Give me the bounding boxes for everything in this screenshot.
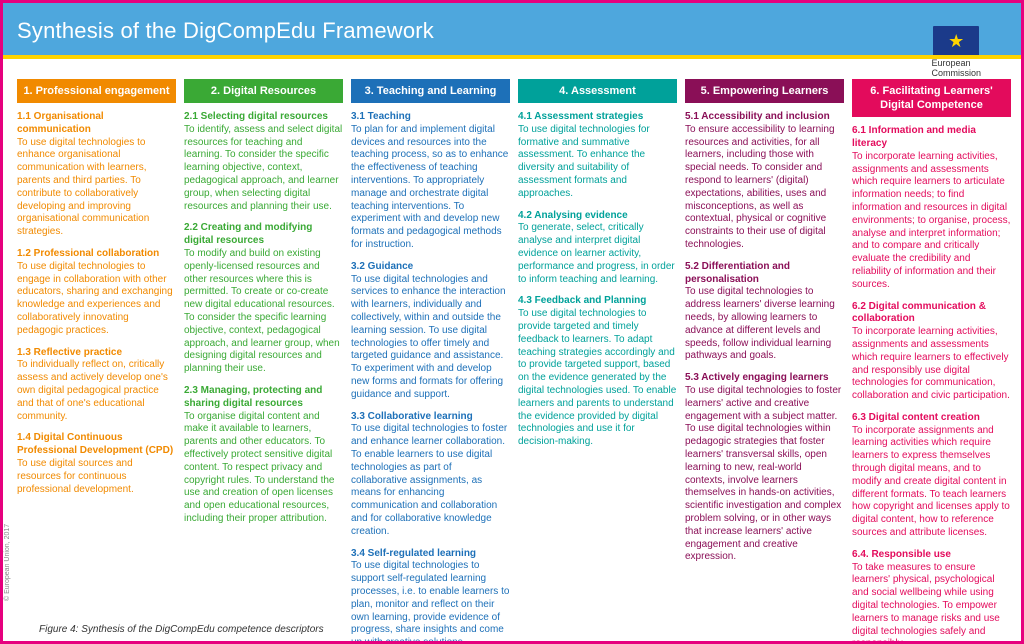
column-header: 1. Professional engagement [17,79,176,103]
competence-item: 3.2 GuidanceTo use digital technologies … [351,261,510,402]
competence-item: 1.1 Organisational communicationTo use d… [17,111,176,239]
figure-caption: Figure 4: Synthesis of the DigCompEdu co… [39,624,324,635]
competence-desc: To use digital technologies to provide t… [518,308,677,449]
competence-item: 4.1 Assessment strategiesTo use digital … [518,111,677,201]
competence-desc: To plan for and implement digital device… [351,124,510,252]
column-header: 4. Assessment [518,79,677,103]
competence-item: 5.3 Actively engaging learnersTo use dig… [685,372,844,564]
column-2: 2. Digital Resources 2.1 Selecting digita… [180,79,347,644]
competence-title: 4.3 Feedback and Planning [518,295,677,308]
competence-title: 4.2 Analysing evidence [518,210,677,223]
column-header: 2. Digital Resources [184,79,343,103]
competence-desc: To use digital technologies to foster le… [685,385,844,564]
column-4: 4. Assessment4.1 Assessment strategiesTo… [514,79,681,644]
competence-item: 4.3 Feedback and PlanningTo use digital … [518,295,677,449]
competence-desc: To incorporate learning activities, assi… [852,326,1011,403]
competence-title: 4.1 Assessment strategies [518,111,677,124]
competence-item: 6.4. Responsible useTo take measures to … [852,549,1011,644]
page-header: Synthesis of the DigCompEdu Framework ★ … [3,3,1021,59]
competence-desc: To identify, assess and select digital r… [184,124,343,214]
competence-title: 5.1 Accessibility and inclusion [685,111,844,124]
competence-title: 1.2 Professional collaboration [17,248,176,261]
competence-title: 1.3 Reflective practice [17,347,176,360]
header-stripe [3,55,1021,59]
eu-flag-icon: ★ [933,26,979,56]
competence-title: 5.2 Differentiation and personalisation [685,261,844,287]
competence-item: 1.3 Reflective practiceTo individually r… [17,347,176,424]
competence-item: 1.4 Digital Continuous Professional Deve… [17,432,176,496]
eu-logo: ★ European Commission [931,26,981,79]
competence-item: 5.2 Differentiation and personalisationT… [685,261,844,363]
competence-title: 3.2 Guidance [351,261,510,274]
competence-item: 6.1 Information and media literacyTo inc… [852,125,1011,291]
competence-desc: To use digital technologies to address l… [685,286,844,363]
competence-desc: To use digital technologies to support s… [351,560,510,644]
competence-item: 6.3 Digital content creationTo incorpora… [852,412,1011,540]
competence-title: 6.4. Responsible use [852,549,1011,562]
competence-title: 2.3 Managing, protecting and sharing dig… [184,385,343,411]
competence-item: 3.1 TeachingTo plan for and implement di… [351,111,510,252]
competence-desc: To use digital technologies to engage in… [17,261,176,338]
competence-desc: To generate, select, critically analyse … [518,222,677,286]
columns-container: 1. Professional engagement 1.1 Organisati… [3,59,1021,644]
column-header: 5. Empowering Learners [685,79,844,103]
competence-desc: To use digital sources and resources for… [17,458,176,496]
competence-desc: To incorporate assignments and learning … [852,425,1011,540]
competence-title: 6.2 Digital communication & collaboratio… [852,301,1011,327]
competence-item: 3.4 Self-regulated learningTo use digita… [351,548,510,644]
competence-desc: To use digital technologies for formativ… [518,124,677,201]
column-3: 3. Teaching and Learning 3.1 TeachingTo p… [347,79,514,644]
column-header: 3. Teaching and Learning [351,79,510,103]
competence-title: 6.3 Digital content creation [852,412,1011,425]
competence-item: 3.3 Collaborative learningTo use digital… [351,411,510,539]
side-credit: © European Union, 2017 [4,524,11,601]
competence-item: 2.2 Creating and modifying digital resou… [184,222,343,376]
competence-desc: To take measures to ensure learners' phy… [852,562,1011,644]
column-6: 6. Facilitating Learners' Digital Compet… [848,79,1015,644]
eu-stars-icon: ★ [948,32,964,50]
competence-item: 2.3 Managing, protecting and sharing dig… [184,385,343,526]
competence-title: 1.4 Digital Continuous Professional Deve… [17,432,176,458]
competence-desc: To incorporate learning activities, assi… [852,151,1011,292]
competence-title: 3.1 Teaching [351,111,510,124]
competence-desc: To use digital technologies and services… [351,274,510,402]
page-title: Synthesis of the DigCompEdu Framework [17,18,434,44]
competence-desc: To individually reflect on, critically a… [17,359,176,423]
competence-desc: To organise digital content and make it … [184,411,343,526]
competence-item: 2.1 Selecting digital resourcesTo identi… [184,111,343,213]
column-5: 5. Empowering Learners 5.1 Accessibility … [681,79,848,644]
column-header: 6. Facilitating Learners' Digital Compet… [852,79,1011,117]
eu-logo-line1: European [931,58,970,68]
eu-logo-text: European Commission [931,59,981,79]
competence-desc: To use digital technologies to enhance o… [17,137,176,239]
competence-item: 1.2 Professional collaborationTo use dig… [17,248,176,338]
competence-item: 6.2 Digital communication & collaboratio… [852,301,1011,403]
eu-logo-line2: Commission [931,68,981,78]
page-root: Synthesis of the DigCompEdu Framework ★ … [0,0,1024,644]
competence-item: 5.1 Accessibility and inclusionTo ensure… [685,111,844,252]
competence-title: 2.1 Selecting digital resources [184,111,343,124]
competence-title: 1.1 Organisational communication [17,111,176,137]
competence-title: 3.4 Self-regulated learning [351,548,510,561]
competence-item: 4.2 Analysing evidenceTo generate, selec… [518,210,677,287]
competence-desc: To modify and build on existing openly-l… [184,248,343,376]
competence-desc: To use digital technologies to foster an… [351,423,510,538]
competence-title: 5.3 Actively engaging learners [685,372,844,385]
competence-title: 6.1 Information and media literacy [852,125,1011,151]
competence-desc: To ensure accessibility to learning reso… [685,124,844,252]
competence-title: 3.3 Collaborative learning [351,411,510,424]
competence-title: 2.2 Creating and modifying digital resou… [184,222,343,248]
column-1: 1. Professional engagement 1.1 Organisati… [13,79,180,644]
